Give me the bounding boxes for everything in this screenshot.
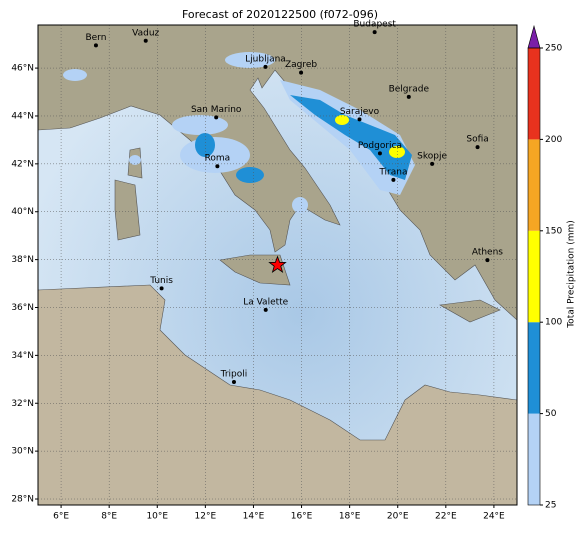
y-tick-label: 42°N <box>11 159 34 169</box>
y-tick-label: 34°N <box>11 351 34 361</box>
colorbar-tick-label: 150 <box>545 226 562 236</box>
city-dot <box>372 30 377 35</box>
chart-title: Forecast of 2020122500 (f072-096) <box>182 8 378 21</box>
x-tick-label: 8°E <box>101 512 117 522</box>
city-dot <box>159 286 164 291</box>
city-dot <box>299 70 304 75</box>
city-dot <box>475 145 480 150</box>
city-dot <box>143 38 148 43</box>
colorbar-tick-label: 100 <box>545 318 562 328</box>
colorbar-segment <box>528 139 540 231</box>
city-label: Zagreb <box>285 60 317 70</box>
city-label: Roma <box>205 154 231 164</box>
event-marker <box>268 255 287 273</box>
city-label: Sarajevo <box>340 107 380 117</box>
city-dot <box>263 64 268 69</box>
x-tick-label: 16°E <box>291 512 313 522</box>
city-dot <box>93 43 98 48</box>
x-tick-label: 12°E <box>195 512 217 522</box>
city-label: Tripoli <box>220 369 248 379</box>
y-tick-label: 32°N <box>11 399 34 409</box>
city-dot <box>430 161 435 166</box>
colorbar-tick-label: 50 <box>545 409 557 419</box>
city-label: Tirana <box>378 167 407 177</box>
city-label: Ljubljana <box>245 54 286 64</box>
city-label: Vaduz <box>132 28 159 38</box>
city-label: Skopje <box>417 151 447 161</box>
city-label: San Marino <box>191 105 242 115</box>
colorbar-segment <box>528 413 540 505</box>
x-tick-label: 24°E <box>483 512 505 522</box>
colorbar-tick-label: 25 <box>545 501 556 511</box>
colorbar-tick-label: 200 <box>545 135 562 145</box>
city-label: Belgrade <box>389 84 430 94</box>
city-dot <box>391 177 396 182</box>
city-dot <box>214 115 219 120</box>
city-label: La Valette <box>243 297 288 307</box>
city-label: Bern <box>85 33 106 43</box>
city-dot <box>231 379 236 384</box>
city-label: Budapest <box>353 20 396 30</box>
colorbar-tick-label: 250 <box>545 44 562 54</box>
x-tick-label: 20°E <box>387 512 409 522</box>
colorbar-segment <box>528 48 540 140</box>
y-tick-label: 36°N <box>11 303 34 313</box>
y-tick-label: 44°N <box>11 111 34 121</box>
city-dot <box>377 151 382 156</box>
y-tick-label: 30°N <box>11 447 34 457</box>
city-label: Sofia <box>466 135 488 145</box>
city-label: Athens <box>472 248 503 258</box>
city-dot <box>406 94 411 99</box>
city-label: Podgorica <box>358 141 402 151</box>
colorbar-frame <box>527 47 541 506</box>
colorbar-segment <box>528 322 540 414</box>
city-dot <box>263 307 268 312</box>
x-tick-label: 14°E <box>243 512 265 522</box>
map-background <box>38 25 517 505</box>
colorbar-extend <box>527 24 541 49</box>
city-dot <box>215 164 220 169</box>
y-tick-label: 40°N <box>11 207 34 217</box>
map-frame <box>37 24 518 506</box>
colorbar-label: Total Precipitation (mm) <box>567 220 577 329</box>
x-tick-label: 6°E <box>53 512 69 522</box>
city-label: Tunis <box>149 276 173 286</box>
x-tick-label: 18°E <box>339 512 361 522</box>
x-tick-label: 22°E <box>435 512 457 522</box>
city-dot <box>485 258 490 263</box>
colorbar-segment <box>528 230 540 323</box>
city-dot <box>357 117 362 122</box>
x-tick-label: 10°E <box>146 512 168 522</box>
y-tick-label: 38°N <box>11 255 34 265</box>
y-tick-label: 28°N <box>11 495 34 505</box>
y-tick-label: 46°N <box>11 64 34 74</box>
